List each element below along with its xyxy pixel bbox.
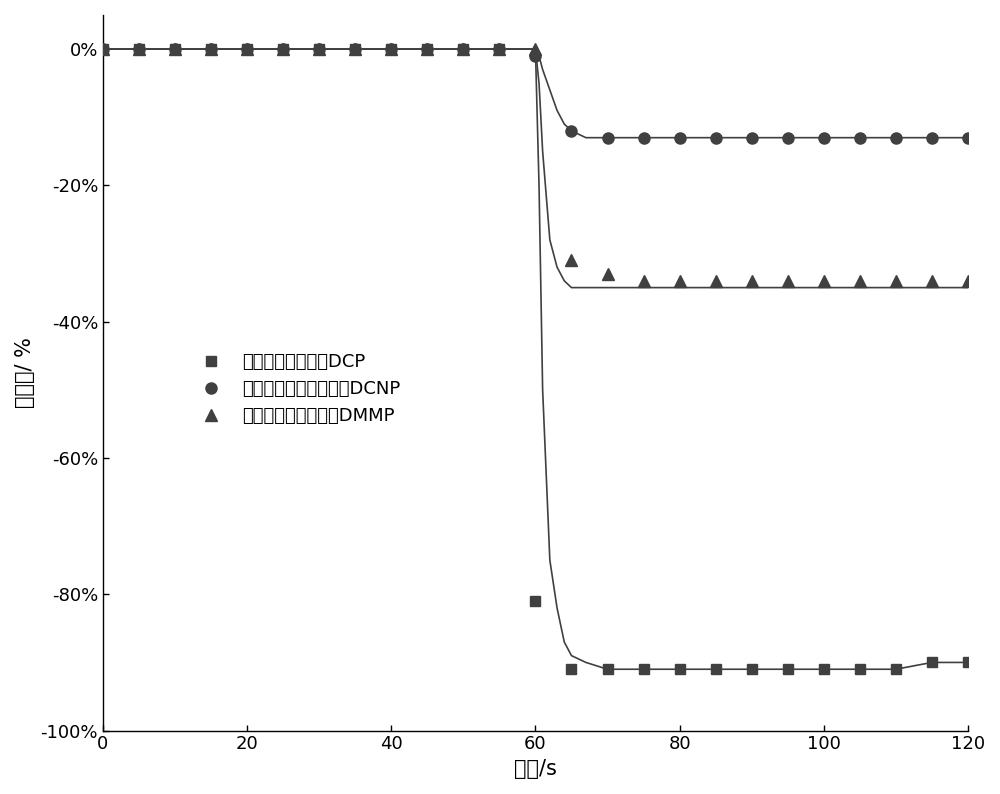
X-axis label: 时间/s: 时间/s bbox=[514, 759, 557, 779]
饱和氯磷酸二乙酯DCP bbox=[746, 665, 758, 674]
饱和氯磷酸二乙酯DCP bbox=[565, 665, 577, 674]
饱和氧甲基磷酸二乙酯DCNP bbox=[241, 44, 253, 54]
Line: 饱和甲基膦酸二甲酯DMMP: 饱和甲基膦酸二甲酯DMMP bbox=[97, 44, 973, 287]
饱和氧甲基磷酸二乙酯DCNP bbox=[277, 44, 289, 54]
饱和氧甲基磷酸二乙酯DCNP bbox=[493, 44, 505, 54]
饱和氯磷酸二乙酯DCP bbox=[710, 665, 722, 674]
饱和氧甲基磷酸二乙酯DCNP bbox=[529, 51, 541, 60]
饱和氧甲基磷酸二乙酯DCNP bbox=[674, 133, 686, 142]
饱和氧甲基磷酸二乙酯DCNP bbox=[710, 133, 722, 142]
饱和氧甲基磷酸二乙酯DCNP bbox=[782, 133, 794, 142]
饱和氧甲基磷酸二乙酯DCNP bbox=[962, 133, 974, 142]
饱和甲基膦酸二甲酯DMMP bbox=[421, 44, 433, 54]
饱和甲基膦酸二甲酯DMMP bbox=[457, 44, 469, 54]
饱和氯磷酸二乙酯DCP bbox=[926, 657, 938, 667]
饱和氯磷酸二乙酯DCP bbox=[493, 44, 505, 54]
Line: 饱和氯磷酸二乙酯DCP: 饱和氯磷酸二乙酯DCP bbox=[98, 44, 973, 674]
饱和甲基膦酸二甲酯DMMP bbox=[97, 44, 109, 54]
饱和甲基膦酸二甲酯DMMP bbox=[349, 44, 361, 54]
饱和甲基膦酸二甲酯DMMP bbox=[205, 44, 217, 54]
饱和氧甲基磷酸二乙酯DCNP bbox=[421, 44, 433, 54]
饱和氧甲基磷酸二乙酯DCNP bbox=[926, 133, 938, 142]
饱和氯磷酸二乙酯DCP bbox=[890, 665, 902, 674]
饱和氧甲基磷酸二乙酯DCNP bbox=[638, 133, 650, 142]
饱和氧甲基磷酸二乙酯DCNP bbox=[385, 44, 397, 54]
饱和氧甲基磷酸二乙酯DCNP bbox=[133, 44, 145, 54]
饱和氧甲基磷酸二乙酯DCNP bbox=[746, 133, 758, 142]
饱和氯磷酸二乙酯DCP bbox=[818, 665, 830, 674]
饱和甲基膦酸二甲酯DMMP bbox=[133, 44, 145, 54]
饱和氧甲基磷酸二乙酯DCNP bbox=[205, 44, 217, 54]
饱和氯磷酸二乙酯DCP bbox=[133, 44, 145, 54]
饱和甲基膦酸二甲酯DMMP bbox=[385, 44, 397, 54]
饱和氯磷酸二乙酯DCP bbox=[241, 44, 253, 54]
饱和氧甲基磷酸二乙酯DCNP bbox=[169, 44, 181, 54]
饱和甲基膦酸二甲酯DMMP bbox=[241, 44, 253, 54]
饱和甲基膦酸二甲酯DMMP bbox=[638, 276, 650, 286]
饱和甲基膦酸二甲酯DMMP bbox=[890, 276, 902, 286]
饱和氯磷酸二乙酯DCP bbox=[529, 596, 541, 606]
饱和甲基膦酸二甲酯DMMP bbox=[313, 44, 325, 54]
饱和氯磷酸二乙酯DCP bbox=[674, 665, 686, 674]
饱和氧甲基磷酸二乙酯DCNP bbox=[97, 44, 109, 54]
饱和甲基膦酸二甲酯DMMP bbox=[493, 44, 505, 54]
饱和氯磷酸二乙酯DCP bbox=[421, 44, 433, 54]
饱和甲基膦酸二甲酯DMMP bbox=[169, 44, 181, 54]
饱和氯磷酸二乙酯DCP bbox=[205, 44, 217, 54]
饱和甲基膦酸二甲酯DMMP bbox=[710, 276, 722, 286]
饱和氯磷酸二乙酯DCP bbox=[457, 44, 469, 54]
饱和氧甲基磷酸二乙酯DCNP bbox=[890, 133, 902, 142]
饱和氯磷酸二乙酯DCP bbox=[277, 44, 289, 54]
饱和甲基膦酸二甲酯DMMP bbox=[818, 276, 830, 286]
Y-axis label: 变化率/ %: 变化率/ % bbox=[15, 337, 35, 408]
饱和氧甲基磷酸二乙酯DCNP bbox=[602, 133, 614, 142]
饱和甲基膦酸二甲酯DMMP bbox=[926, 276, 938, 286]
饱和氧甲基磷酸二乙酯DCNP bbox=[854, 133, 866, 142]
饱和氯磷酸二乙酯DCP bbox=[602, 665, 614, 674]
Line: 饱和氧甲基磷酸二乙酯DCNP: 饱和氧甲基磷酸二乙酯DCNP bbox=[97, 44, 973, 143]
饱和氯磷酸二乙酯DCP bbox=[97, 44, 109, 54]
饱和氯磷酸二乙酯DCP bbox=[385, 44, 397, 54]
饱和甲基膦酸二甲酯DMMP bbox=[602, 269, 614, 279]
饱和氧甲基磷酸二乙酯DCNP bbox=[313, 44, 325, 54]
饱和甲基膦酸二甲酯DMMP bbox=[674, 276, 686, 286]
饱和甲基膦酸二甲酯DMMP bbox=[565, 256, 577, 265]
饱和氯磷酸二乙酯DCP bbox=[349, 44, 361, 54]
饱和氯磷酸二乙酯DCP bbox=[854, 665, 866, 674]
Legend: 饱和氯磷酸二乙酯DCP, 饱和氧甲基磷酸二乙酯DCNP, 饱和甲基膦酸二甲酯DMMP: 饱和氯磷酸二乙酯DCP, 饱和氧甲基磷酸二乙酯DCNP, 饱和甲基膦酸二甲酯DM… bbox=[181, 346, 408, 433]
饱和甲基膦酸二甲酯DMMP bbox=[529, 44, 541, 54]
饱和甲基膦酸二甲酯DMMP bbox=[854, 276, 866, 286]
饱和氧甲基磷酸二乙酯DCNP bbox=[818, 133, 830, 142]
饱和甲基膦酸二甲酯DMMP bbox=[782, 276, 794, 286]
饱和氯磷酸二乙酯DCP bbox=[169, 44, 181, 54]
饱和甲基膦酸二甲酯DMMP bbox=[277, 44, 289, 54]
饱和甲基膦酸二甲酯DMMP bbox=[746, 276, 758, 286]
饱和甲基膦酸二甲酯DMMP bbox=[962, 276, 974, 286]
饱和氯磷酸二乙酯DCP bbox=[962, 657, 974, 667]
饱和氯磷酸二乙酯DCP bbox=[782, 665, 794, 674]
饱和氧甲基磷酸二乙酯DCNP bbox=[349, 44, 361, 54]
饱和氧甲基磷酸二乙酯DCNP bbox=[457, 44, 469, 54]
饱和氧甲基磷酸二乙酯DCNP bbox=[565, 126, 577, 136]
饱和氯磷酸二乙酯DCP bbox=[638, 665, 650, 674]
饱和氯磷酸二乙酯DCP bbox=[313, 44, 325, 54]
